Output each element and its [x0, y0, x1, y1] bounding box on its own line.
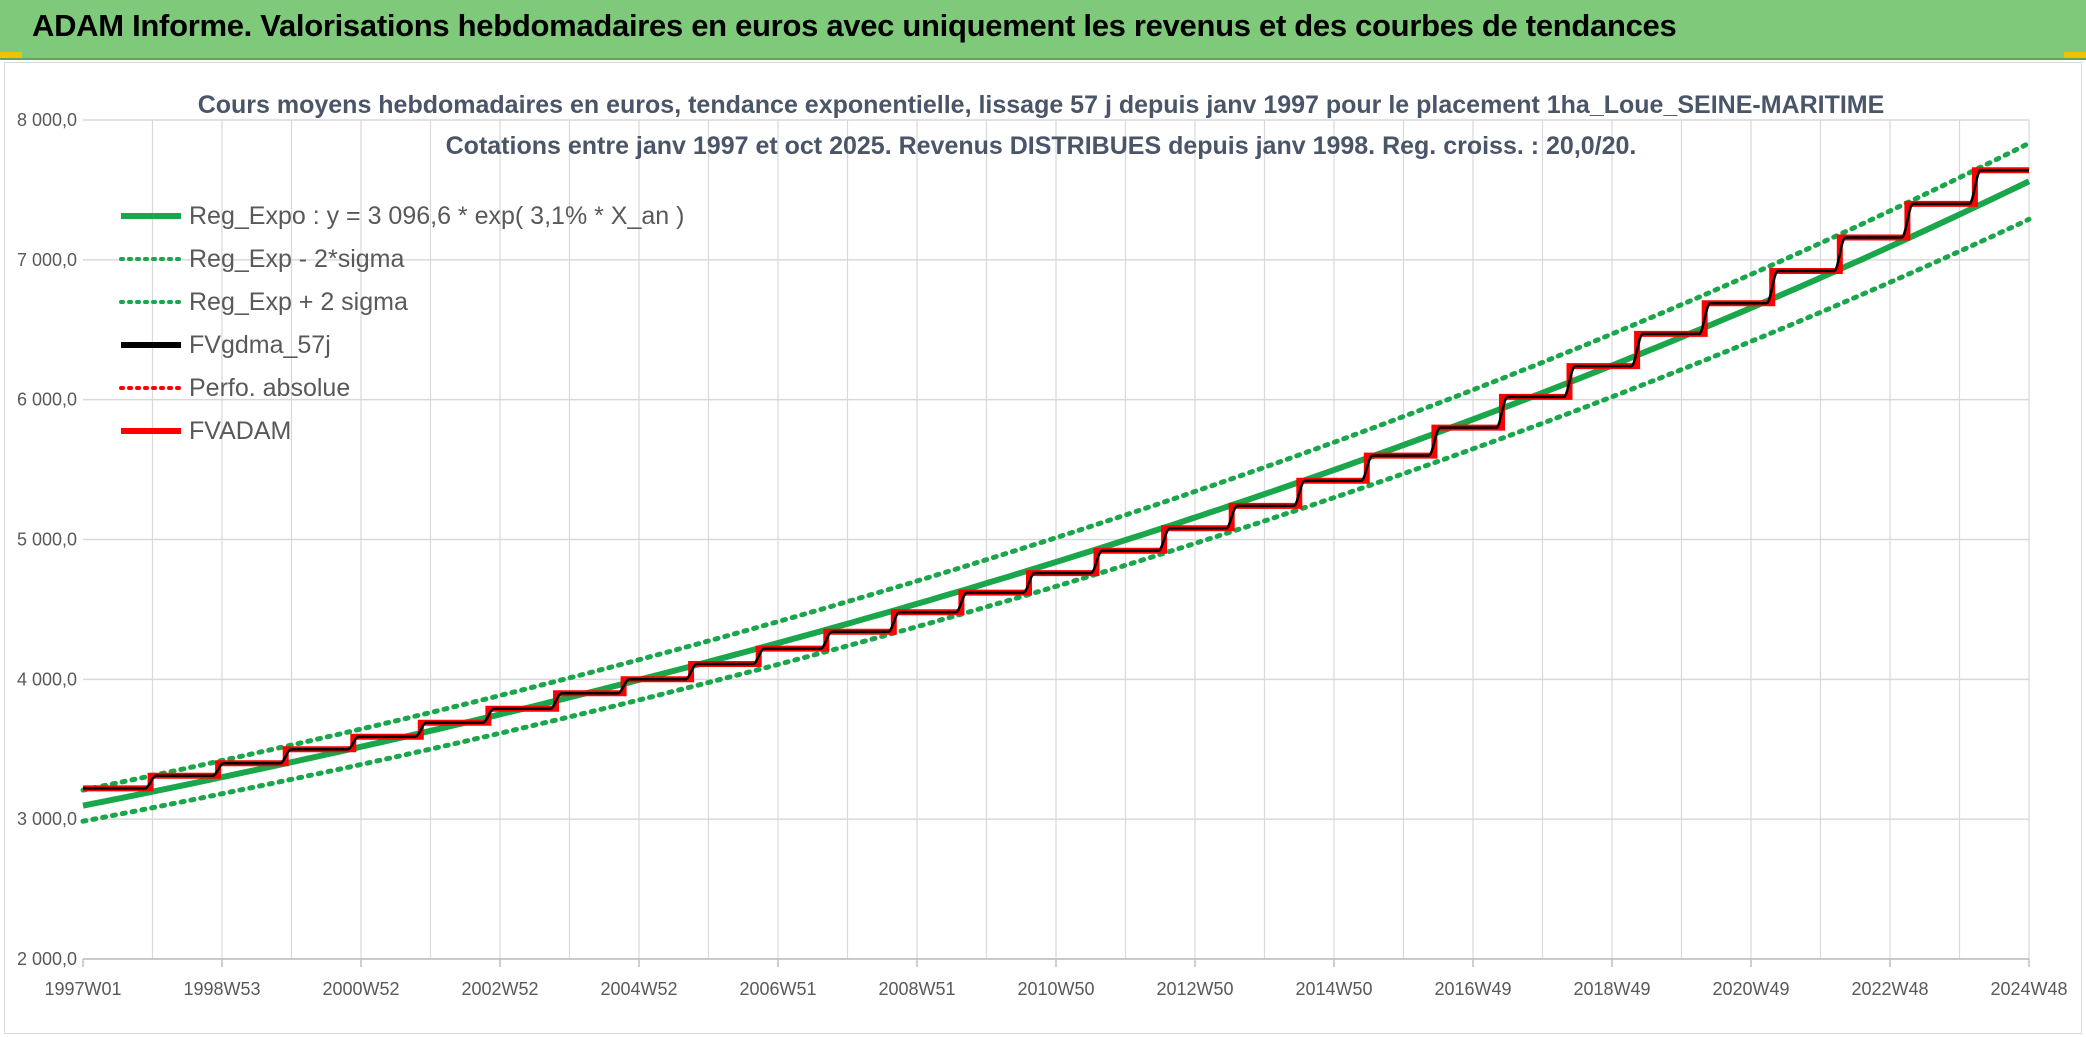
axes: 2 000,0 3 000,0 4 000,0 5 000,0 6 000,0 7 000…	[17, 110, 2068, 999]
x-tick-label: 2004W52	[600, 979, 677, 999]
y-tick-label: 6 000,0	[17, 390, 77, 410]
series-lines	[80, 140, 2032, 824]
corner-accent-left	[0, 52, 22, 58]
x-tick-label: 2024W48	[1990, 979, 2067, 999]
legend-entry: Reg_Exp - 2*sigma	[189, 245, 404, 273]
x-tick-label: 2008W51	[878, 979, 955, 999]
legend-entry: Perfo. absolue	[189, 374, 350, 402]
x-tick-label: 2016W49	[1434, 979, 1511, 999]
y-tick-label: 7 000,0	[17, 250, 77, 270]
x-tick-label: 1998W53	[183, 979, 260, 999]
series-reg-minus-2sigma	[80, 216, 2032, 824]
series-reg-plus-2sigma	[80, 140, 2032, 793]
chart-frame: 2 000,0 3 000,0 4 000,0 5 000,0 6 000,0 7 000…	[4, 62, 2082, 1034]
x-tick-label: 2006W51	[739, 979, 816, 999]
banner-title: ADAM Informe. Valorisations hebdomadaire…	[32, 8, 1677, 43]
x-tick-label: 2012W50	[1156, 979, 1233, 999]
grid-lines	[83, 119, 2030, 960]
chart-svg: 2 000,0 3 000,0 4 000,0 5 000,0 6 000,0 7 000…	[17, 91, 2068, 999]
corner-accent-right	[2064, 52, 2086, 58]
legend-entry: FVgdma_57j	[189, 331, 331, 359]
title-banner: ADAM Informe. Valorisations hebdomadaire…	[0, 0, 2086, 60]
chart-title-line-1: Cours moyens hebdomadaires en euros, ten…	[198, 91, 1885, 119]
x-tick-label: 1997W01	[44, 979, 121, 999]
y-tick-label: 8 000,0	[17, 110, 77, 130]
x-tick-label: 2022W48	[1851, 979, 1928, 999]
legend-entry: Reg_Expo : y = 3 096,6 * exp( 3,1% * X_a…	[189, 202, 684, 230]
y-tick-label: 3 000,0	[17, 809, 77, 829]
y-tick-label: 2 000,0	[17, 949, 77, 969]
legend-entry: FVADAM	[189, 417, 291, 445]
x-tick-label: 2002W52	[461, 979, 538, 999]
x-tick-label: 2014W50	[1295, 979, 1372, 999]
x-tick-label: 2010W50	[1017, 979, 1094, 999]
x-tick-label: 2018W49	[1573, 979, 1650, 999]
y-tick-label: 5 000,0	[17, 530, 77, 550]
chart-title-line-2: Cotations entre janv 1997 et oct 2025. R…	[446, 132, 1637, 160]
series-fvgdma-57j	[83, 169, 2029, 790]
legend-entry: Reg_Exp + 2 sigma	[189, 288, 408, 316]
y-tick-label: 4 000,0	[17, 669, 77, 689]
x-tick-label: 2000W52	[322, 979, 399, 999]
x-tick-label: 2020W49	[1712, 979, 1789, 999]
legend: Reg_Expo : y = 3 096,6 * exp( 3,1% * X_a…	[119, 202, 684, 445]
